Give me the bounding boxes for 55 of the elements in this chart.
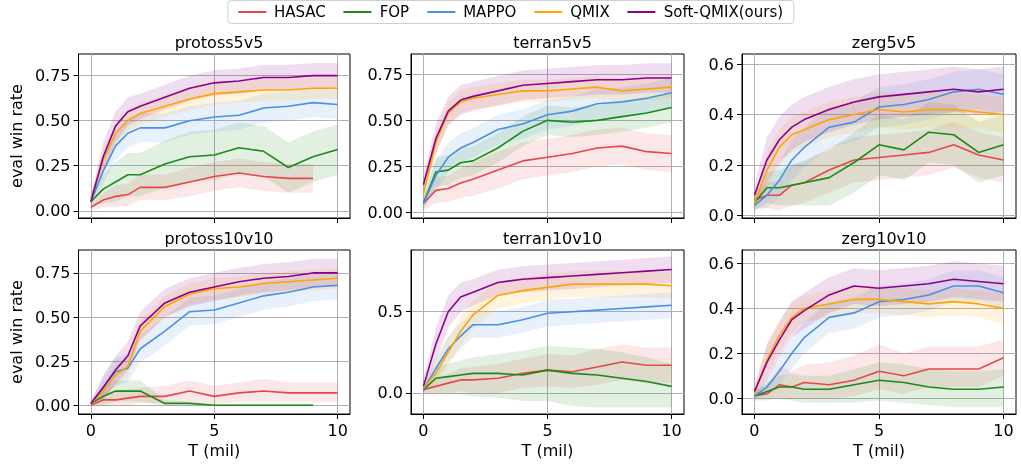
y-tick-label: 0.2 <box>708 343 734 363</box>
y-tick-label: 0.00 <box>34 201 71 221</box>
y-axis-title: eval win rate <box>6 280 26 384</box>
y-tick-label: 0.75 <box>34 66 71 86</box>
x-tick-label: 0 <box>85 420 96 440</box>
chart-title: zerg10v10 <box>841 228 927 248</box>
legend-label: MAPPO <box>463 3 517 21</box>
y-tick-label: 0.50 <box>34 111 71 131</box>
y-tick-label: 0.6 <box>708 253 734 273</box>
chart-title: terran5v5 <box>513 32 592 52</box>
y-tick-label: 0.00 <box>367 202 403 222</box>
y-tick-label: 0.75 <box>34 263 71 283</box>
x-axis-title: T (mil) <box>187 441 241 461</box>
x-axis-title: T (mil) <box>852 441 905 461</box>
y-tick-label: 0.4 <box>708 298 734 318</box>
x-tick-label: 0 <box>749 420 760 440</box>
y-tick-label: 0.6 <box>708 54 734 74</box>
legend-label: HASAC <box>273 3 326 21</box>
line-series <box>90 172 314 208</box>
x-tick-label: 5 <box>873 420 885 440</box>
y-tick-label: 0.0 <box>377 383 403 403</box>
x-tick-label: 5 <box>542 420 553 440</box>
line-series <box>753 357 1005 397</box>
line-series <box>90 146 339 203</box>
legend-label: QMIX <box>570 3 610 21</box>
line-series <box>422 361 673 391</box>
line-series <box>753 144 1005 202</box>
x-tick-label: 5 <box>209 420 220 440</box>
y-tick-label: 0.50 <box>34 307 71 327</box>
legend-label: Soft-QMIX(ours) <box>663 3 784 21</box>
y-tick-label: 0.2 <box>708 155 734 175</box>
y-axis-title: eval win rate <box>6 84 26 188</box>
line-series <box>753 131 1005 204</box>
line-series <box>422 145 673 205</box>
chart-title: terran10v10 <box>502 228 603 248</box>
y-tick-label: 0.25 <box>34 156 71 176</box>
y-tick-label: 0.25 <box>34 351 71 371</box>
line-series <box>422 369 673 391</box>
x-tick-label: 0 <box>418 420 429 440</box>
y-tick-label: 0.0 <box>708 388 734 408</box>
y-tick-label: 0.4 <box>708 105 734 125</box>
x-tick-label: 10 <box>327 420 348 440</box>
y-tick-label: 0.75 <box>367 64 403 84</box>
chart-title: protoss5v5 <box>174 32 264 52</box>
x-tick-label: 10 <box>993 420 1014 440</box>
chart-title: zerg5v5 <box>851 32 917 52</box>
chart-title: protoss10v10 <box>164 228 274 248</box>
y-tick-label: 0.5 <box>377 302 403 322</box>
legend-label: FOP <box>379 3 410 21</box>
x-axis-title: T (mil) <box>520 441 574 461</box>
y-tick-label: 0.50 <box>367 110 403 130</box>
y-tick-label: 0.0 <box>708 205 734 225</box>
y-tick-label: 0.00 <box>34 395 71 415</box>
y-tick-label: 0.25 <box>367 156 403 176</box>
x-tick-label: 10 <box>661 420 682 440</box>
